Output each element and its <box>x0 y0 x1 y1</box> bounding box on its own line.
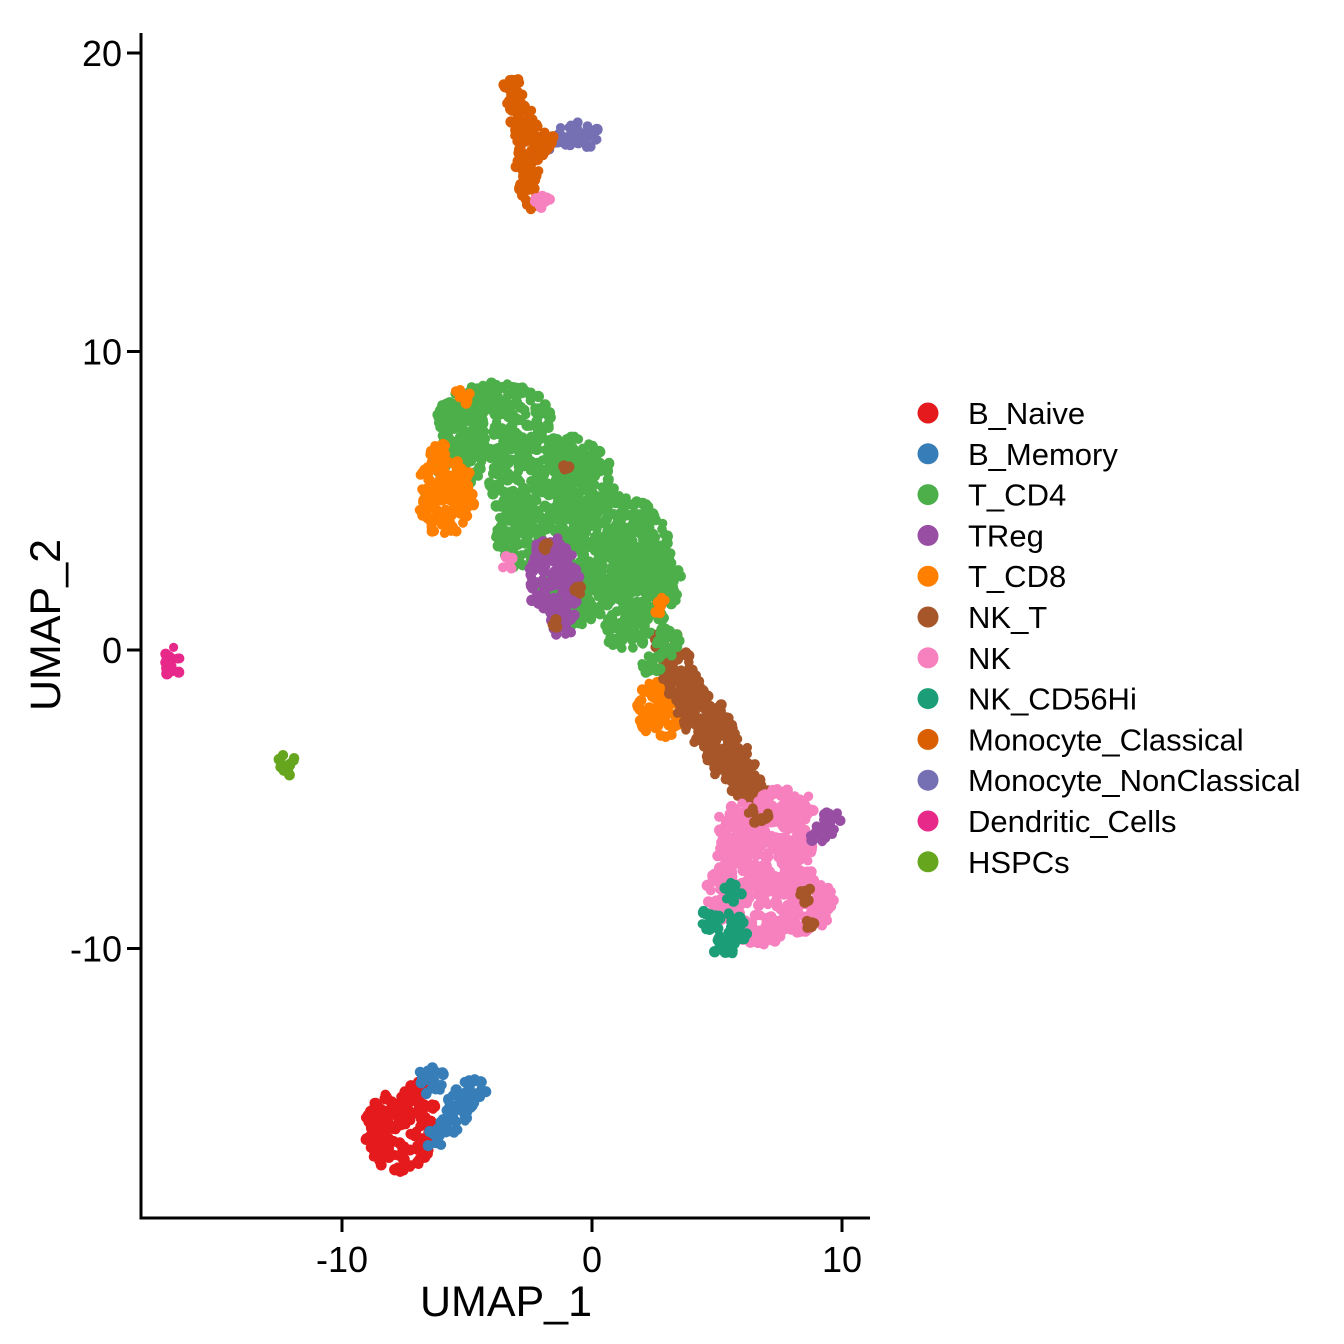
cluster-B_Naive <box>426 1099 441 1114</box>
cluster-T_CD8 <box>440 467 480 518</box>
legend-item-T_CD8: T_CD8 <box>917 559 1066 594</box>
legend-label: Monocyte_Classical <box>968 722 1244 757</box>
legend-label: TReg <box>968 518 1044 553</box>
legend-item-NK: NK <box>917 641 1011 676</box>
y-tick-label: 10 <box>82 332 122 373</box>
cluster-T_CD4 <box>637 651 666 678</box>
cluster-B_Memory <box>414 1062 449 1100</box>
x-axis-ticks: -10 0 10 <box>316 1218 862 1280</box>
cluster-NK_T <box>547 614 563 633</box>
legend-swatch-icon <box>917 647 939 669</box>
legend-label: Dendritic_Cells <box>968 804 1176 839</box>
y-axis-title: UMAP_2 <box>22 539 70 711</box>
cluster-NK_T <box>569 581 586 599</box>
cluster-NK <box>529 190 555 213</box>
x-tick-label: 10 <box>822 1239 862 1280</box>
legend-label: NK <box>968 641 1011 676</box>
legend-swatch-icon <box>917 810 939 832</box>
cluster-T_CD4 <box>651 623 685 661</box>
legend-item-NK_CD56Hi: NK_CD56Hi <box>917 682 1137 717</box>
legend-swatch-icon <box>917 606 939 628</box>
cluster-NK_CD56Hi <box>701 908 753 959</box>
cluster-HSPCs <box>273 750 300 781</box>
x-tick-label: 0 <box>582 1239 602 1280</box>
legend-item-B_Memory: B_Memory <box>917 437 1118 472</box>
cluster-NK_CD56Hi <box>697 905 722 929</box>
legend-swatch-icon <box>917 524 939 546</box>
legend-item-NK_T: NK_T <box>917 600 1047 635</box>
legend-item-B_Naive: B_Naive <box>917 396 1085 431</box>
legend-swatch-icon <box>917 443 939 465</box>
legend-swatch-icon <box>917 484 939 506</box>
legend-swatch-icon <box>917 565 939 587</box>
y-tick-label: 0 <box>102 630 122 671</box>
legend-swatch-icon <box>917 402 939 424</box>
cluster-T_CD4 <box>600 597 657 653</box>
legend-item-Monocyte_NonClassical: Monocyte_NonClassical <box>917 763 1301 798</box>
cluster-NK_T <box>538 538 554 555</box>
x-tick-label: -10 <box>316 1239 368 1280</box>
cluster-NK_T <box>743 803 774 828</box>
cluster-Dendritic_Cells <box>160 642 185 680</box>
cluster-T_CD8 <box>425 438 450 465</box>
cluster-NK <box>730 910 791 950</box>
cluster-Monocyte_NonClassical <box>579 121 603 152</box>
legend-item-T_CD4: T_CD4 <box>917 478 1066 513</box>
cluster-T_CD8 <box>650 592 670 619</box>
cluster-NK_T <box>558 460 575 475</box>
legend-label: T_CD4 <box>968 478 1066 513</box>
x-axis-title: UMAP_1 <box>420 1278 592 1326</box>
legend-label: T_CD8 <box>968 559 1066 594</box>
y-tick-label: 20 <box>82 33 122 74</box>
legend-item-TReg: TReg <box>917 518 1044 553</box>
legend-label: NK_T <box>968 600 1047 635</box>
cluster-TReg <box>805 820 836 847</box>
legend-label: B_Memory <box>968 437 1118 472</box>
legend-label: HSPCs <box>968 845 1070 880</box>
legend-item-Monocyte_Classical: Monocyte_Classical <box>917 722 1244 757</box>
legend-swatch-icon <box>917 688 939 710</box>
legend-swatch-icon <box>917 728 939 750</box>
legend-label: B_Naive <box>968 396 1085 431</box>
legend-label: NK_CD56Hi <box>968 682 1137 717</box>
cluster-NK_CD56Hi <box>719 877 747 907</box>
legend-swatch-icon <box>917 851 939 873</box>
cluster-NK_T <box>801 915 820 933</box>
umap-point-cloud <box>160 74 846 1177</box>
cluster-NK <box>498 551 518 574</box>
legend-item-HSPCs: HSPCs <box>917 845 1070 880</box>
legend: B_Naive B_Memory T_CD4 TReg T_CD8 NK_T NK NK_CD… <box>917 396 1301 880</box>
legend-label: Monocyte_NonClassical <box>968 763 1301 798</box>
legend-item-Dendritic_Cells: Dendritic_Cells <box>917 804 1176 839</box>
legend-swatch-icon <box>917 769 939 791</box>
cluster-B_Memory <box>459 1074 492 1109</box>
cluster-Monocyte_Classical <box>528 127 559 156</box>
cluster-T_CD8 <box>450 385 475 409</box>
cluster-NK_T <box>795 883 816 908</box>
axes: 20 10 0 -10 -10 0 10 <box>70 33 870 1280</box>
y-tick-label: -10 <box>70 929 122 970</box>
y-axis-ticks: 20 10 0 -10 <box>70 33 141 970</box>
